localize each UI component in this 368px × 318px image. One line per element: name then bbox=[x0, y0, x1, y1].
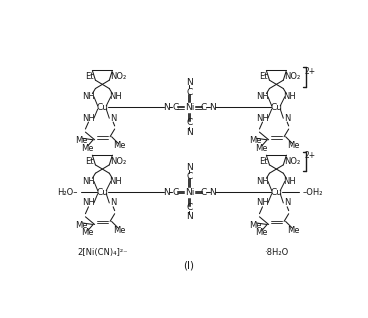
Text: N: N bbox=[284, 114, 290, 123]
Text: –OH₂: –OH₂ bbox=[302, 188, 323, 197]
Text: N: N bbox=[163, 103, 170, 112]
Text: C: C bbox=[186, 172, 192, 181]
Text: N: N bbox=[186, 78, 193, 87]
Text: Me: Me bbox=[81, 228, 93, 238]
Text: NO₂: NO₂ bbox=[284, 72, 300, 81]
Text: N: N bbox=[110, 198, 116, 207]
Text: 2+: 2+ bbox=[305, 67, 316, 76]
Text: NH: NH bbox=[109, 92, 122, 101]
Text: N: N bbox=[209, 188, 216, 197]
Text: C: C bbox=[186, 87, 192, 97]
Text: Me: Me bbox=[81, 144, 93, 153]
Text: Me: Me bbox=[250, 221, 262, 230]
Text: C: C bbox=[186, 203, 192, 212]
Text: Me: Me bbox=[75, 221, 88, 230]
Text: Cu: Cu bbox=[270, 103, 282, 112]
Text: Ni: Ni bbox=[185, 188, 194, 197]
Text: NH: NH bbox=[256, 92, 269, 101]
Text: 2[Ni(CN)₄]²⁻: 2[Ni(CN)₄]²⁻ bbox=[77, 248, 128, 257]
Text: C: C bbox=[172, 188, 178, 197]
Text: Cu: Cu bbox=[96, 103, 108, 112]
Text: Me: Me bbox=[287, 142, 300, 150]
Text: N: N bbox=[186, 128, 193, 137]
Text: N: N bbox=[186, 212, 193, 221]
Text: NH: NH bbox=[256, 177, 269, 186]
Text: 2+: 2+ bbox=[305, 151, 316, 161]
Text: NH: NH bbox=[82, 92, 95, 101]
Text: (I): (I) bbox=[183, 260, 194, 270]
Text: NH: NH bbox=[82, 198, 95, 207]
Text: Et: Et bbox=[85, 72, 93, 81]
Text: NH: NH bbox=[109, 177, 122, 186]
Text: Me: Me bbox=[75, 136, 88, 145]
Text: NH: NH bbox=[256, 198, 269, 207]
Text: Me: Me bbox=[113, 226, 125, 235]
Text: NH: NH bbox=[82, 114, 95, 123]
Text: Et: Et bbox=[85, 157, 93, 166]
Text: N: N bbox=[186, 163, 193, 172]
Text: Et: Et bbox=[259, 157, 268, 166]
Text: Me: Me bbox=[255, 144, 267, 153]
Text: Me: Me bbox=[255, 228, 267, 238]
Text: NO₂: NO₂ bbox=[110, 72, 126, 81]
Text: Me: Me bbox=[250, 136, 262, 145]
Text: C: C bbox=[200, 103, 206, 112]
Text: N: N bbox=[110, 114, 116, 123]
Text: Me: Me bbox=[113, 142, 125, 150]
Text: H₂O–: H₂O– bbox=[57, 188, 78, 197]
Text: C: C bbox=[172, 103, 178, 112]
Text: NO₂: NO₂ bbox=[284, 157, 300, 166]
Text: Cu: Cu bbox=[96, 188, 108, 197]
Text: Cu: Cu bbox=[270, 188, 282, 197]
Text: C: C bbox=[200, 188, 206, 197]
Text: N: N bbox=[284, 198, 290, 207]
Text: Et: Et bbox=[259, 72, 268, 81]
Text: C: C bbox=[186, 118, 192, 128]
Text: N: N bbox=[209, 103, 216, 112]
Text: NH: NH bbox=[283, 177, 296, 186]
Text: N: N bbox=[163, 188, 170, 197]
Text: NH: NH bbox=[283, 92, 296, 101]
Text: Ni: Ni bbox=[185, 103, 194, 112]
Text: NH: NH bbox=[256, 114, 269, 123]
Text: NH: NH bbox=[82, 177, 95, 186]
Text: ·8H₂O: ·8H₂O bbox=[264, 248, 289, 257]
Text: Me: Me bbox=[287, 226, 300, 235]
Text: NO₂: NO₂ bbox=[110, 157, 126, 166]
